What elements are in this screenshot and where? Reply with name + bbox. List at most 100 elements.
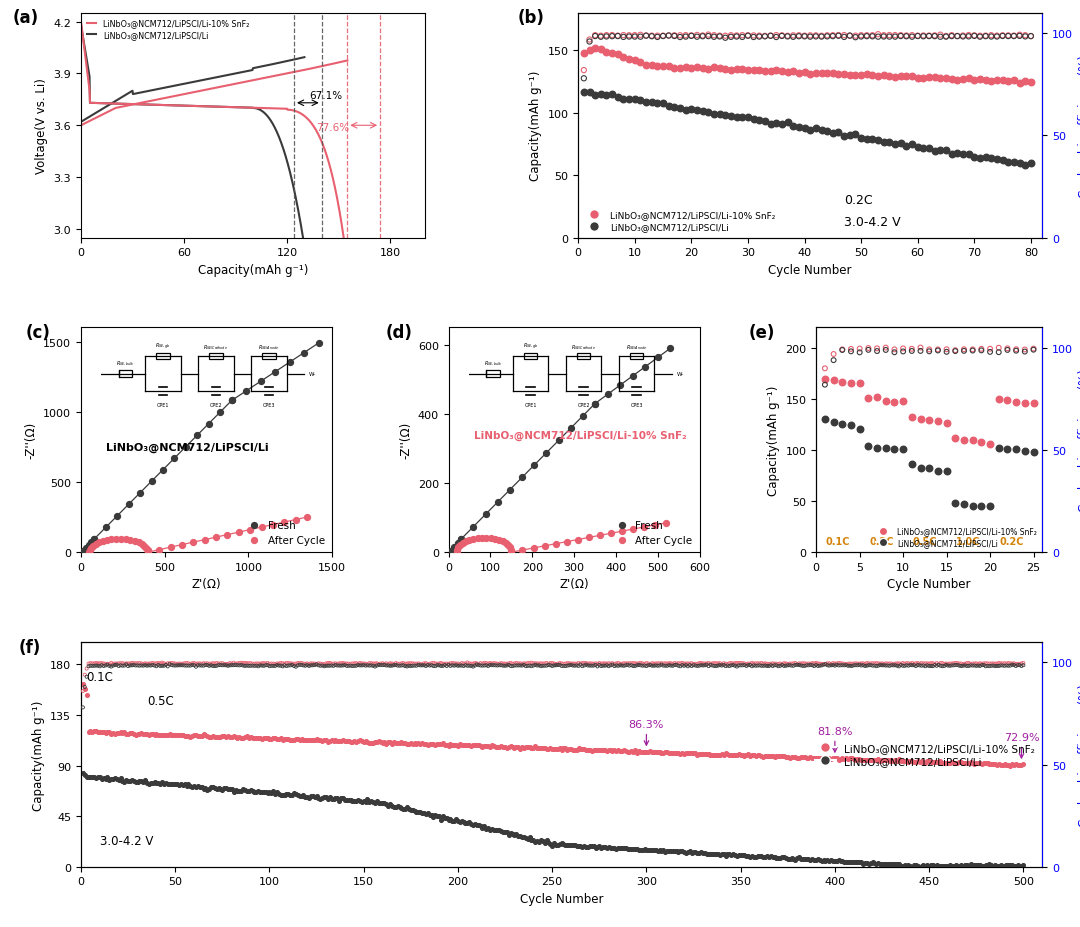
Point: [937, 756, 955, 771]
Point: [816, 372, 834, 387]
Point: [679, 656, 697, 671]
Point: [745, 658, 762, 673]
Point: [793, 852, 810, 867]
Point: [775, 659, 793, 674]
After Cycle: [494, 534, 511, 549]
Point: [920, 29, 937, 44]
Point: [363, 656, 380, 671]
Point: [697, 746, 714, 761]
Point: [449, 814, 467, 829]
Point: [983, 656, 1000, 671]
Point: [753, 655, 770, 670]
Point: [674, 658, 691, 673]
Point: [536, 741, 553, 756]
Point: [847, 753, 864, 768]
Point: [919, 658, 936, 673]
Point: [845, 855, 862, 870]
Point: [948, 858, 966, 873]
Point: [927, 658, 944, 673]
Y-axis label: Capacity(mAh g⁻¹): Capacity(mAh g⁻¹): [31, 699, 44, 809]
Point: [990, 341, 1008, 356]
Point: [90, 656, 107, 671]
Y-axis label: Coulombic efficiency(%): Coulombic efficiency(%): [1079, 683, 1080, 826]
Point: [909, 754, 927, 768]
Point: [219, 657, 237, 672]
Point: [95, 659, 112, 674]
Point: [831, 753, 848, 768]
Point: [508, 827, 525, 842]
Point: [864, 133, 881, 147]
Point: [868, 440, 886, 455]
Point: [1009, 857, 1026, 872]
Point: [396, 802, 414, 817]
Point: [674, 844, 691, 858]
Point: [310, 791, 327, 806]
Point: [321, 734, 338, 749]
Point: [955, 657, 972, 672]
Point: [542, 658, 559, 673]
Point: [775, 749, 793, 764]
Point: [740, 29, 757, 44]
Point: [993, 757, 1010, 772]
Point: [940, 656, 957, 671]
Point: [470, 818, 487, 832]
Point: [930, 658, 947, 673]
Point: [841, 30, 859, 44]
Point: [909, 29, 927, 44]
Point: [728, 655, 745, 670]
Point: [500, 658, 517, 673]
Point: [586, 42, 604, 57]
Point: [745, 112, 762, 127]
Point: [875, 754, 892, 768]
Point: [320, 734, 337, 749]
Point: [762, 30, 780, 44]
Point: [249, 784, 267, 799]
Point: [758, 749, 775, 764]
Point: [429, 658, 446, 673]
Point: [937, 31, 955, 45]
Point: [613, 841, 631, 856]
Point: [801, 656, 819, 671]
Point: [794, 659, 811, 674]
Point: [638, 843, 656, 857]
Point: [219, 782, 237, 797]
Point: [500, 740, 517, 755]
Point: [632, 744, 649, 759]
Point: [988, 29, 1005, 44]
Point: [144, 727, 161, 742]
Point: [852, 753, 869, 768]
Point: [172, 658, 189, 673]
Point: [93, 656, 110, 671]
Point: [800, 852, 818, 867]
Point: [421, 737, 438, 752]
Point: [468, 818, 485, 832]
Point: [353, 734, 370, 749]
Point: [702, 657, 719, 672]
Point: [758, 656, 775, 671]
Point: [464, 818, 482, 832]
Point: [543, 742, 561, 756]
Point: [711, 29, 728, 44]
After Cycle: [136, 539, 153, 553]
Point: [475, 658, 492, 673]
X-axis label: Cycle Number: Cycle Number: [769, 263, 852, 276]
X-axis label: Cycle Number: Cycle Number: [888, 578, 971, 590]
Point: [909, 658, 927, 673]
Point: [404, 656, 421, 671]
Point: [856, 856, 874, 870]
Point: [543, 656, 561, 671]
Point: [409, 656, 427, 671]
Point: [808, 853, 825, 868]
Point: [773, 657, 791, 672]
Point: [98, 725, 116, 740]
Point: [540, 656, 557, 671]
Point: [348, 656, 365, 671]
Point: [903, 137, 920, 152]
Legend: LiNbO₃@NCM712/LiPSCl/Li-10% SnF₂, LiNbO₃@NCM712/LiPSCl/Li: LiNbO₃@NCM712/LiPSCl/Li-10% SnF₂, LiNbO₃…: [85, 18, 251, 42]
Point: [105, 656, 122, 671]
Point: [877, 753, 894, 768]
Point: [723, 29, 740, 44]
Point: [816, 378, 834, 393]
Point: [477, 821, 495, 836]
Point: [462, 739, 480, 754]
